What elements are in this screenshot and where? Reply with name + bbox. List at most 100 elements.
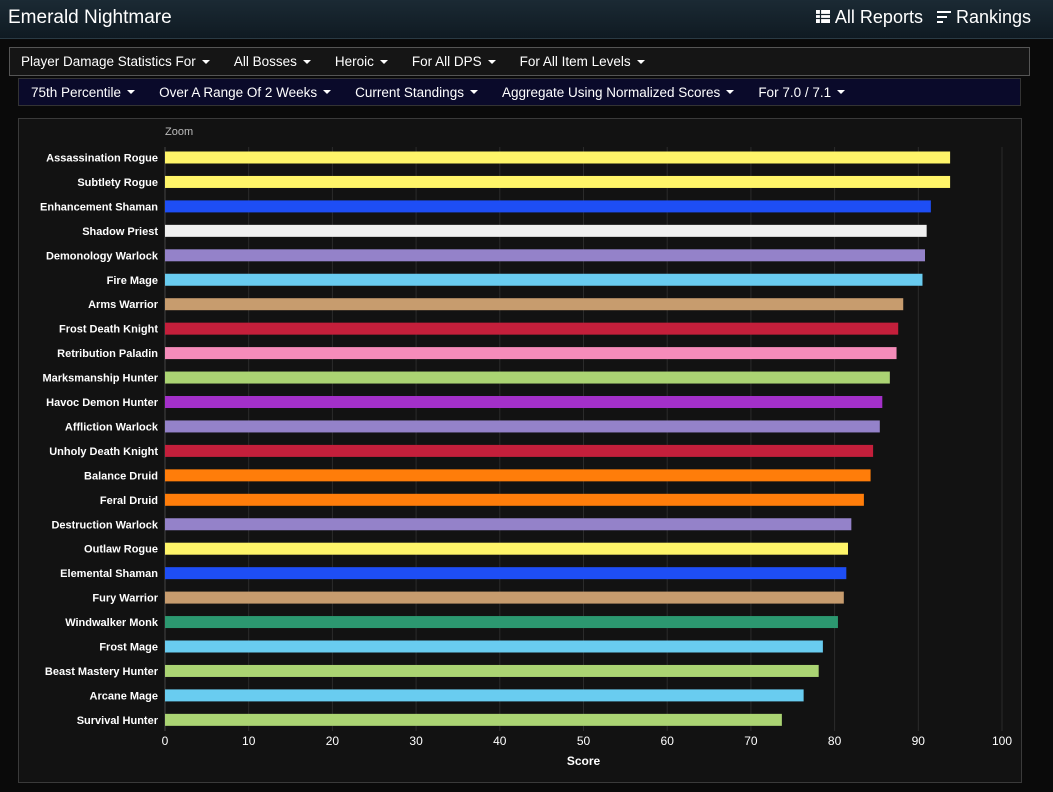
caret-down-icon xyxy=(726,90,735,94)
chart-panel: Zoom Assassination Rogue Subtlety Rogue En… xyxy=(18,118,1022,783)
caret-down-icon xyxy=(323,90,332,94)
y-tick-label: Marksmanship Hunter xyxy=(42,373,158,385)
caret-down-icon xyxy=(636,59,645,64)
y-tick-label: Subtlety Rogue xyxy=(77,177,158,189)
y-tick-label: Beast Mastery Hunter xyxy=(45,666,159,678)
dropdown-time-range[interactable]: Over A Range Of 2 Weeks xyxy=(159,85,332,100)
y-tick-label: Windwalker Monk xyxy=(65,617,159,629)
bar[interactable] xyxy=(165,249,925,262)
y-tick-label: Retribution Paladin xyxy=(57,348,158,360)
dropdown-role[interactable]: For All DPS xyxy=(412,54,496,69)
bar[interactable] xyxy=(165,371,890,384)
top-bar: Emerald Nightmare All Reports Rankings xyxy=(0,0,1053,39)
y-tick-label: Elemental Shaman xyxy=(60,568,158,580)
y-tick-label: Feral Druid xyxy=(100,495,158,507)
zoom-label[interactable]: Zoom xyxy=(165,126,193,138)
bar-chart: Zoom Assassination Rogue Subtlety Rogue En… xyxy=(40,126,1012,768)
y-tick-label: Enhancement Shaman xyxy=(40,201,158,213)
bar[interactable] xyxy=(165,664,819,677)
y-tick-label: Affliction Warlock xyxy=(65,421,159,433)
bar[interactable] xyxy=(165,542,848,555)
bar[interactable] xyxy=(165,689,804,702)
dropdown-difficulty[interactable]: Heroic xyxy=(335,54,388,69)
y-tick-label: Shadow Priest xyxy=(82,226,158,238)
bar[interactable] xyxy=(165,444,874,457)
all-reports-link[interactable]: All Reports xyxy=(815,7,923,28)
filter-bar-secondary: 75th Percentile Over A Range Of 2 Weeks … xyxy=(18,78,1021,106)
dropdown-item-level[interactable]: For All Item Levels xyxy=(520,54,645,69)
dropdown-role-label: For All DPS xyxy=(411,54,482,69)
y-tick-label: Demonology Warlock xyxy=(46,250,159,262)
caret-down-icon xyxy=(837,90,846,94)
caret-down-icon xyxy=(302,59,311,64)
y-tick-label: Fire Mage xyxy=(107,275,158,287)
y-tick-label: Havoc Demon Hunter xyxy=(46,397,159,409)
dropdown-aggregate-label: Aggregate Using Normalized Scores xyxy=(501,84,721,100)
y-tick-label: Survival Hunter xyxy=(77,715,159,727)
bar[interactable] xyxy=(165,493,864,506)
bar[interactable] xyxy=(165,420,880,433)
x-tick-label: 30 xyxy=(409,734,423,748)
bar[interactable] xyxy=(165,640,823,653)
sort-bars-icon xyxy=(936,7,951,28)
bar[interactable] xyxy=(165,151,951,164)
x-tick-label: 50 xyxy=(577,734,591,748)
dropdown-difficulty-label: Heroic xyxy=(334,54,374,69)
caret-down-icon xyxy=(469,90,478,94)
table-icon xyxy=(815,7,830,28)
y-tick-label: Fury Warrior xyxy=(92,593,158,605)
bar[interactable] xyxy=(165,713,782,726)
x-tick-label: 80 xyxy=(828,734,842,748)
nav-links: All Reports Rankings xyxy=(815,7,1031,28)
y-tick-label: Balance Druid xyxy=(84,470,158,482)
dropdown-bosses[interactable]: All Bosses xyxy=(234,54,311,69)
dropdown-standings[interactable]: Current Standings xyxy=(355,85,478,100)
all-reports-label: All Reports xyxy=(834,7,923,27)
dropdown-bosses-label: All Bosses xyxy=(233,54,297,69)
dropdown-percentile-label: 75th Percentile xyxy=(31,84,122,100)
bar[interactable] xyxy=(165,567,847,580)
x-tick-label: 0 xyxy=(162,734,169,748)
bar[interactable] xyxy=(165,616,838,629)
x-axis-title: Score xyxy=(567,754,601,768)
dropdown-metric[interactable]: Player Damage Statistics For xyxy=(21,54,210,69)
bar[interactable] xyxy=(165,322,899,335)
y-tick-label: Unholy Death Knight xyxy=(49,446,158,458)
dropdown-patch[interactable]: For 7.0 / 7.1 xyxy=(758,84,846,100)
y-tick-label: Frost Death Knight xyxy=(59,324,158,336)
bar[interactable] xyxy=(165,469,871,482)
dropdown-standings-label: Current Standings xyxy=(355,84,464,100)
x-tick-label: 10 xyxy=(242,734,256,748)
bar[interactable] xyxy=(165,298,904,311)
bar[interactable] xyxy=(165,175,951,188)
bar[interactable] xyxy=(165,273,923,286)
x-tick-label: 90 xyxy=(912,734,926,748)
dropdown-aggregate[interactable]: Aggregate Using Normalized Scores xyxy=(501,84,735,100)
x-tick-label: 70 xyxy=(744,734,758,748)
y-tick-label: Arms Warrior xyxy=(88,299,159,311)
x-tick-label: 100 xyxy=(992,734,1012,748)
y-tick-label: Outlaw Rogue xyxy=(84,544,158,556)
caret-down-icon xyxy=(379,59,388,64)
bar[interactable] xyxy=(165,591,844,604)
y-tick-label: Assassination Rogue xyxy=(46,153,158,165)
x-tick-label: 40 xyxy=(493,734,507,748)
dropdown-item-level-label: For All Item Levels xyxy=(519,54,631,69)
x-tick-label: 60 xyxy=(661,734,675,748)
y-tick-label: Arcane Mage xyxy=(90,690,158,702)
bar[interactable] xyxy=(165,347,897,360)
filter-bar-primary: Player Damage Statistics For All Bosses … xyxy=(9,47,1030,76)
caret-down-icon xyxy=(487,59,496,64)
rankings-link[interactable]: Rankings xyxy=(936,7,1031,28)
y-tick-label: Destruction Warlock xyxy=(51,519,158,531)
dropdown-metric-label: Player Damage Statistics For xyxy=(21,54,196,69)
dropdown-patch-label: For 7.0 / 7.1 xyxy=(758,84,832,100)
caret-down-icon xyxy=(127,90,136,94)
dropdown-percentile[interactable]: 75th Percentile xyxy=(31,84,136,100)
bar[interactable] xyxy=(165,518,852,531)
y-tick-label: Frost Mage xyxy=(99,642,158,654)
x-tick-label: 20 xyxy=(326,734,340,748)
bar[interactable] xyxy=(165,396,883,408)
bar[interactable] xyxy=(165,224,927,237)
bar[interactable] xyxy=(165,200,931,213)
